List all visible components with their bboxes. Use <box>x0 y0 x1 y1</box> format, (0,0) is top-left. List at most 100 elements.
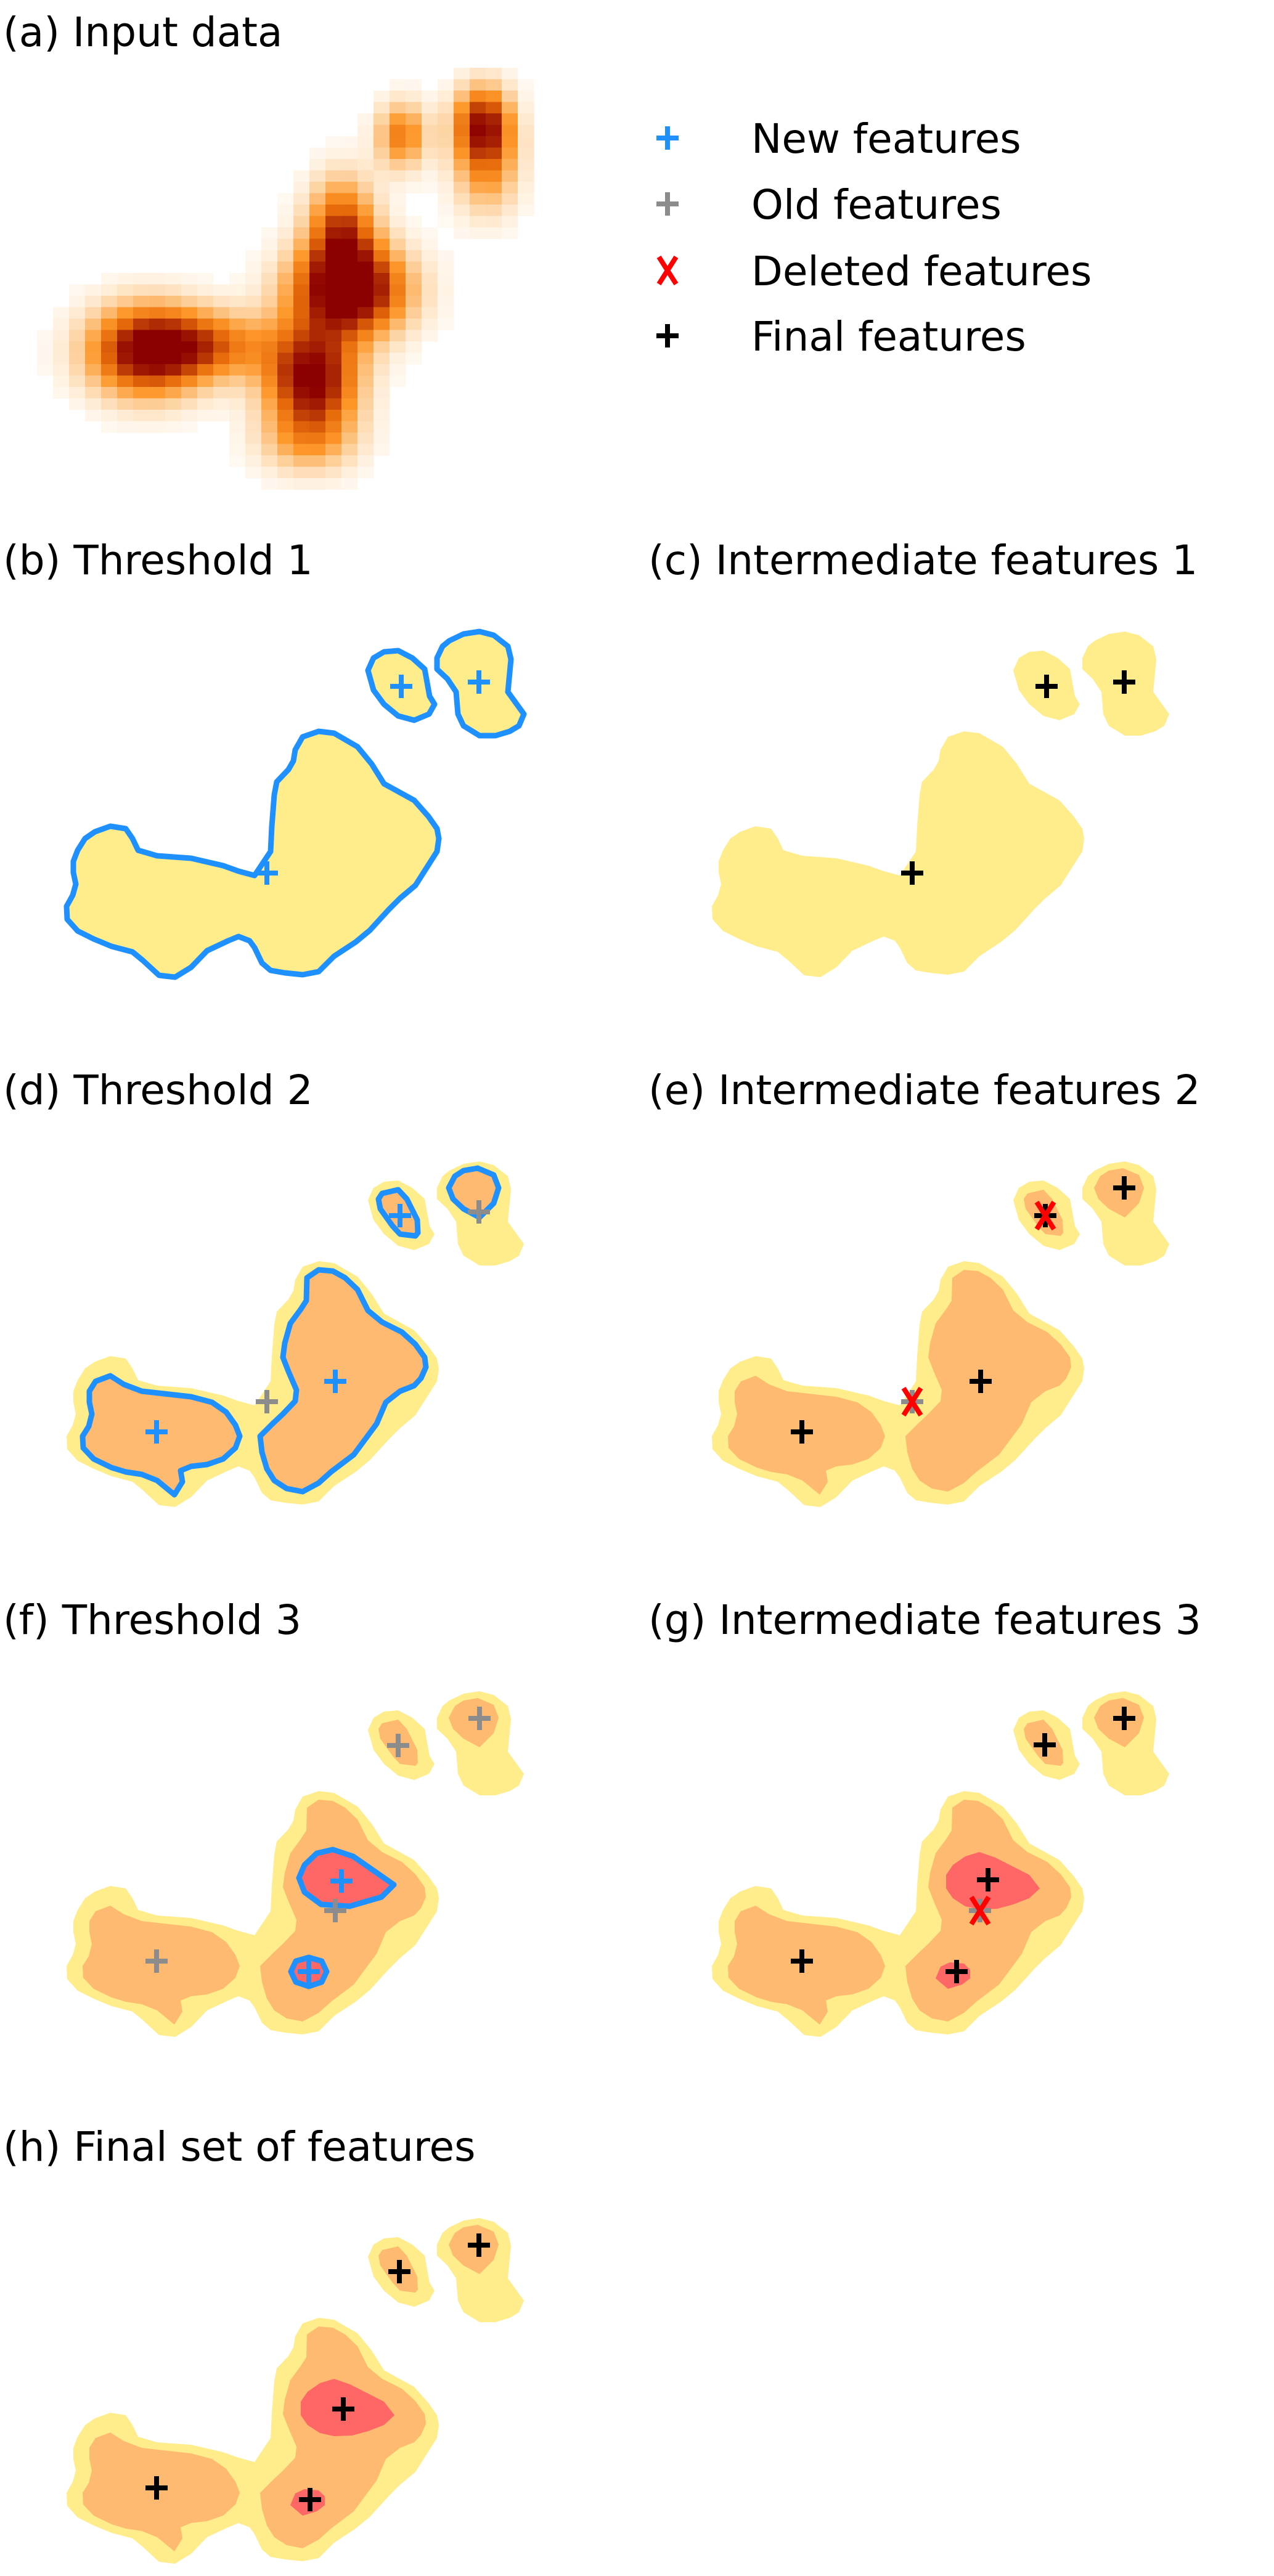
heatmap-cell <box>406 227 422 239</box>
heatmap-cell <box>133 375 150 388</box>
heatmap-cell <box>341 352 358 365</box>
feature-plus-marker <box>330 1869 353 1893</box>
heatmap-cell <box>486 182 502 193</box>
heatmap-cell <box>181 330 198 342</box>
heatmap-cell <box>406 147 422 160</box>
deleted-x-marker <box>969 1895 991 1926</box>
heatmap-cell <box>374 250 390 262</box>
heatmap-cell <box>357 330 374 342</box>
heatmap-cell <box>181 375 198 388</box>
heatmap-cell <box>213 284 230 296</box>
heatmap-cell <box>470 79 486 91</box>
heatmap-cell <box>390 341 406 353</box>
feature-plus-marker <box>656 126 679 150</box>
heatmap-cell <box>261 398 278 410</box>
heatmap-cell <box>325 307 342 319</box>
heatmap-cell <box>261 341 278 353</box>
heatmap-cell <box>341 307 358 319</box>
heatmap-cell <box>293 364 310 376</box>
heatmap-cell <box>438 102 454 114</box>
heatmap-cell <box>325 296 342 307</box>
heatmap-cell <box>518 182 534 193</box>
heatmap-cell <box>470 227 486 239</box>
heatmap-cell <box>422 284 438 296</box>
heatmap-cell <box>357 364 374 376</box>
heatmap-cell <box>422 124 438 137</box>
heatmap-cell <box>245 387 262 399</box>
heatmap-cell <box>438 124 454 137</box>
heatmap-cell <box>293 205 310 216</box>
heatmap-cell <box>341 205 358 216</box>
feature-plus-marker <box>145 1949 168 1973</box>
heatmap-cell <box>101 421 118 433</box>
heatmap-cell <box>325 182 342 193</box>
heatmap-cell <box>390 375 406 388</box>
heatmap-cell <box>229 284 246 296</box>
heatmap-cell <box>133 398 150 410</box>
heatmap-cell <box>357 159 374 171</box>
heatmap-cell <box>149 364 166 376</box>
heatmap-cell <box>101 330 118 342</box>
heatmap-cell <box>309 284 326 296</box>
heatmap-cell <box>438 273 454 285</box>
heatmap-cell <box>245 284 262 296</box>
heatmap-cell <box>277 410 294 421</box>
heatmap-cell <box>69 341 86 353</box>
heatmap-cell <box>341 364 358 376</box>
heatmap-cell <box>341 250 358 262</box>
heatmap-cell <box>486 216 502 228</box>
heatmap-cell <box>357 284 374 296</box>
heatmap-cell <box>85 296 102 307</box>
heatmap-cell <box>502 159 518 171</box>
heatmap-cell <box>165 398 182 410</box>
heatmap-cell <box>406 307 422 319</box>
heatmap-cell <box>181 319 198 330</box>
heatmap-cell <box>357 455 374 467</box>
heatmap-cell <box>357 147 374 160</box>
heatmap-cell <box>309 159 326 171</box>
heatmap-cell <box>117 273 134 285</box>
heatmap-cell <box>390 273 406 285</box>
heatmap-cell <box>229 352 246 365</box>
heatmap-cell <box>438 91 454 102</box>
heatmap-cell <box>85 352 102 365</box>
panel-f <box>67 1691 524 2037</box>
heatmap-cell <box>261 330 278 342</box>
feature-plus-marker <box>298 1960 320 1983</box>
heatmap-cell <box>85 284 102 296</box>
heatmap-cell <box>117 341 134 353</box>
legend: New features Old features Deleted features… <box>656 115 1092 360</box>
heatmap-cell <box>486 193 502 205</box>
heatmap-cell <box>406 170 422 182</box>
heatmap-cell <box>245 433 262 444</box>
heatmap-cell <box>309 227 326 239</box>
heatmap-cell <box>245 273 262 285</box>
feature-plus-marker <box>468 1200 490 1224</box>
heatmap-cell <box>357 205 374 216</box>
heatmap-cell <box>341 182 358 193</box>
feature-plus-marker <box>387 1734 409 1757</box>
heatmap-cell <box>85 410 102 421</box>
heatmap-cell <box>197 319 214 330</box>
heatmap-cell <box>374 284 390 296</box>
feature-plus-marker <box>970 1370 992 1393</box>
heatmap-cell <box>69 319 86 330</box>
heatmap-cell <box>325 410 342 421</box>
heatmap-cell <box>277 227 294 239</box>
heatmap-cell <box>309 364 326 376</box>
heatmap-cell <box>422 147 438 160</box>
heatmap-cell <box>374 170 390 182</box>
heatmap-cell <box>357 341 374 353</box>
heatmap-cell <box>341 466 358 479</box>
heatmap-cell <box>390 238 406 251</box>
heatmap-cell <box>133 364 150 376</box>
heatmap-cell <box>181 341 198 353</box>
heatmap-cell <box>309 387 326 399</box>
heatmap-cell <box>341 330 358 342</box>
heatmap-cell <box>229 433 246 444</box>
heatmap-cell <box>261 433 278 444</box>
heatmap-cell <box>374 136 390 148</box>
heatmap-cell <box>357 238 374 251</box>
heatmap-cell <box>357 466 374 479</box>
heatmap-cell <box>341 398 358 410</box>
